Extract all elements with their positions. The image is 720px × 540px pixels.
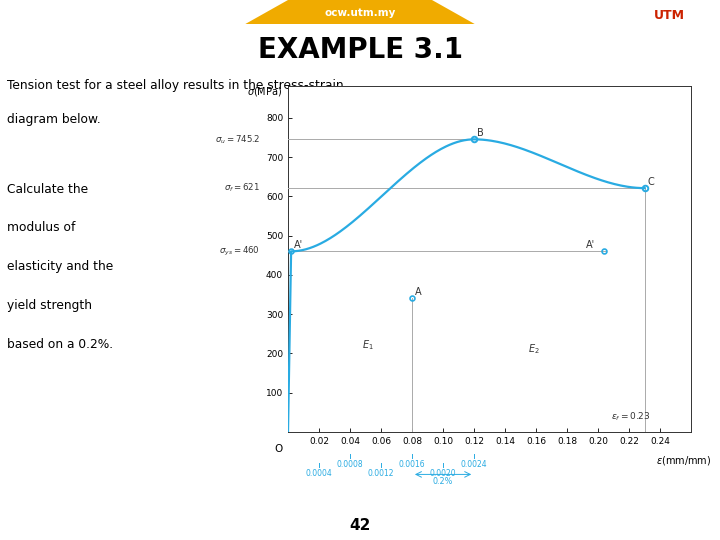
Text: $E_1$: $E_1$ <box>362 339 374 353</box>
Text: 0.0024: 0.0024 <box>461 460 487 469</box>
Text: ocw.utm.my: ocw.utm.my <box>324 8 396 18</box>
Text: $E_2$: $E_2$ <box>528 342 540 356</box>
Text: B: B <box>477 128 484 138</box>
Text: 0.0020: 0.0020 <box>430 469 456 478</box>
Text: 0.2%: 0.2% <box>433 477 454 486</box>
Text: 0.0016: 0.0016 <box>399 460 426 469</box>
Text: 0.0004: 0.0004 <box>306 469 333 478</box>
Text: 0.0008: 0.0008 <box>337 460 364 469</box>
Text: $\sigma_u = 745.2$: $\sigma_u = 745.2$ <box>215 133 260 146</box>
Text: $\sigma$(MPa): $\sigma$(MPa) <box>247 85 282 98</box>
Text: 42: 42 <box>349 518 371 532</box>
Text: $\sigma_f = 621$: $\sigma_f = 621$ <box>224 182 260 194</box>
Text: 0.0012: 0.0012 <box>368 469 395 478</box>
Text: A': A' <box>294 240 303 250</box>
Text: $\varepsilon$(mm/mm): $\varepsilon$(mm/mm) <box>656 454 711 467</box>
Text: UTM: UTM <box>654 9 685 22</box>
Text: A: A <box>415 287 422 298</box>
Text: diagram below.: diagram below. <box>7 113 101 126</box>
Text: yield strength: yield strength <box>7 299 92 312</box>
Text: based on a 0.2%.: based on a 0.2%. <box>7 338 113 351</box>
Text: elasticity and the: elasticity and the <box>7 260 114 273</box>
Text: modulus of: modulus of <box>7 221 76 234</box>
Text: $\varepsilon_f = 0.23$: $\varepsilon_f = 0.23$ <box>611 411 649 423</box>
Text: EXAMPLE 3.1: EXAMPLE 3.1 <box>258 36 462 64</box>
Text: Calculate the: Calculate the <box>7 183 89 195</box>
Text: C: C <box>648 177 654 187</box>
Text: $\sigma_{ys}=460$: $\sigma_{ys}=460$ <box>219 245 260 258</box>
Polygon shape <box>245 0 475 24</box>
Text: A': A' <box>586 240 595 250</box>
Text: O: O <box>274 444 283 454</box>
Text: Tension test for a steel alloy results in the stress-strain: Tension test for a steel alloy results i… <box>7 79 344 92</box>
